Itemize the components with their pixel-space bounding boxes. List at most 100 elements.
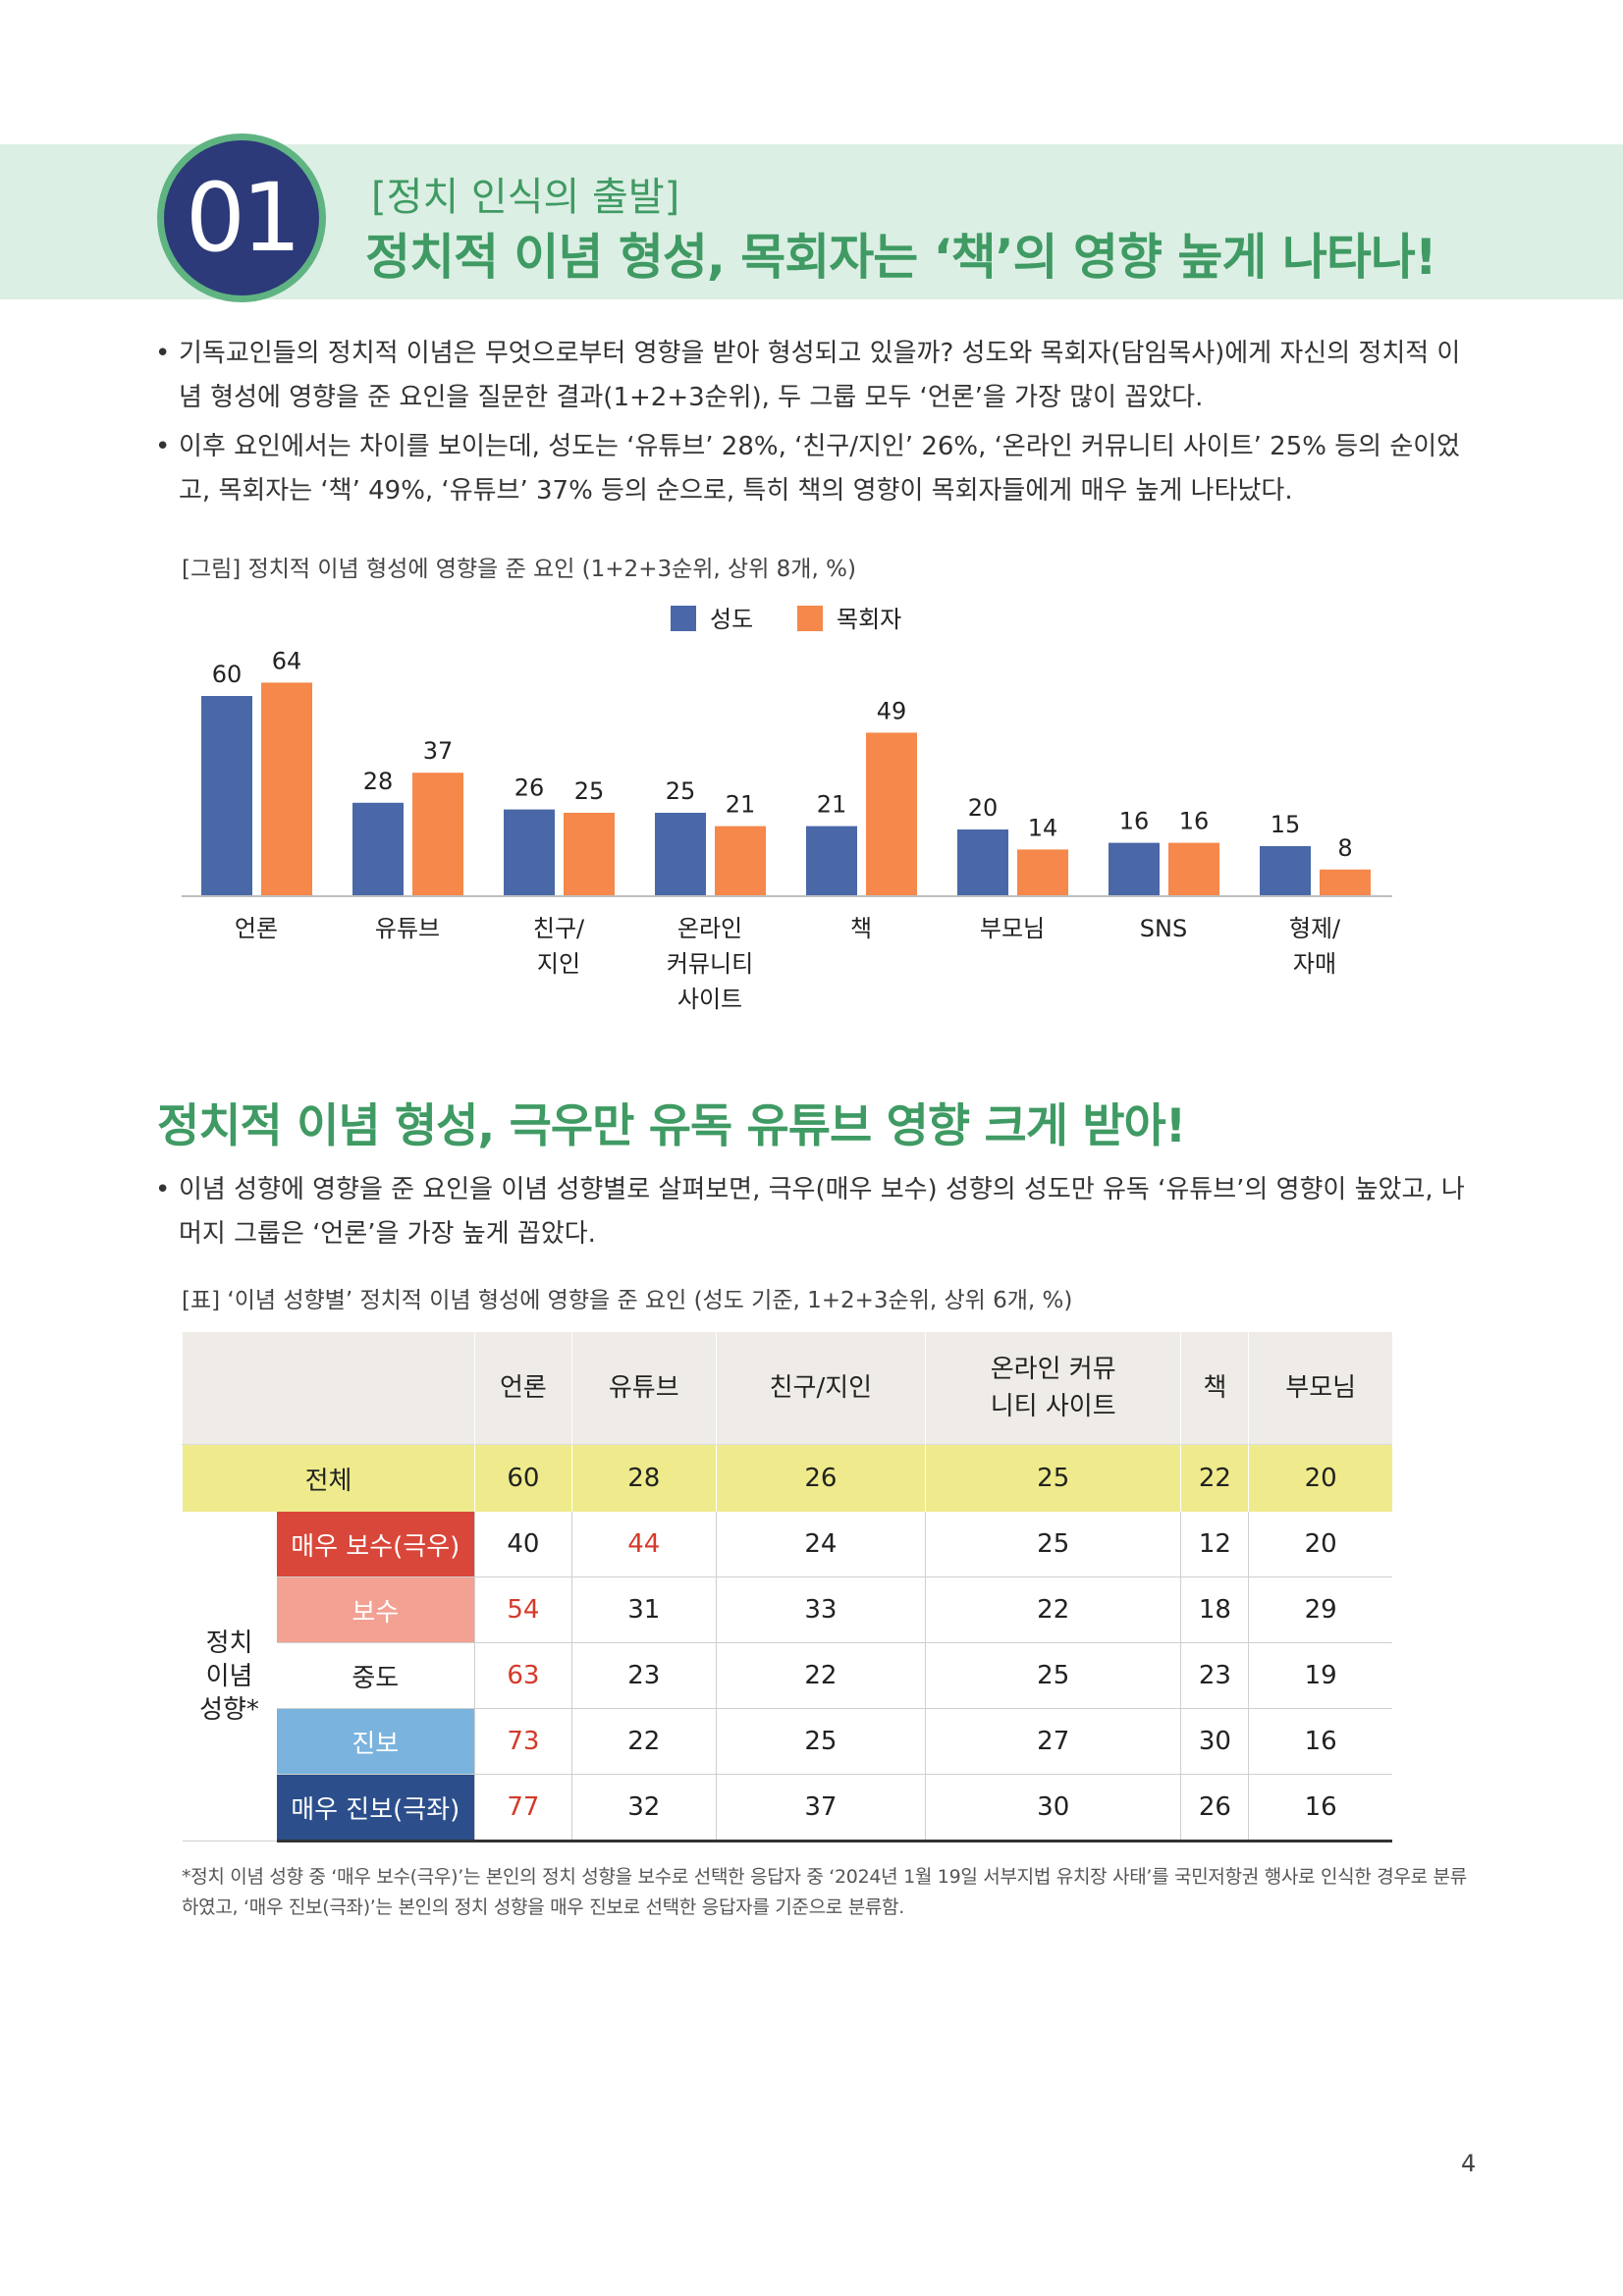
bar [715,826,766,896]
bar [957,829,1008,896]
category-label: 온라인 [677,915,742,942]
table-cell: 23 [570,1642,717,1709]
legend-swatch [797,606,823,631]
table-cell: 22 [1180,1444,1249,1512]
table-cell: 26 [715,1444,926,1512]
section1-bullets: 기독교인들의 정치적 이념은 무엇으로부터 영향을 받아 형성되고 있을까? 성… [147,332,1483,518]
bar [261,682,312,896]
section2-headline: 정치적 이념 형성, 극우만 유독 유튜브 영향 크게 받아! [157,1099,1186,1153]
data-label: 60 [212,661,243,688]
section-number-badge: 01 [157,133,326,302]
table-corner-cell [182,1332,475,1445]
table-header-cell: 부모님 [1248,1332,1392,1445]
legend-label: 목회자 [837,606,901,633]
table-cell: 27 [924,1708,1181,1775]
data-label: 28 [363,768,394,795]
bullet-item: 기독교인들의 정치적 이념은 무엇으로부터 영향을 받아 형성되고 있을까? 성… [147,332,1483,420]
bar [1320,869,1371,896]
table-cell: 73 [474,1708,572,1775]
table-cell: 77 [474,1774,572,1842]
data-label: 26 [514,774,545,802]
table-cell: 25 [924,1512,1181,1577]
section-kicker: [정치 인식의 출발] [371,175,680,220]
bar [201,696,252,896]
bullet-item: 이념 성향에 영향을 준 요인을 이념 성향별로 살펴보면, 극우(매우 보수)… [147,1168,1483,1256]
figure-caption: [그림] 정치적 이념 형성에 영향을 준 요인 (1+2+3순위, 상위 8개… [182,557,856,582]
data-label: 15 [1271,811,1301,838]
data-label: 14 [1028,814,1058,841]
bar [352,802,404,896]
table-cell: 54 [474,1576,572,1643]
data-label: 21 [817,791,847,819]
category-label: 책 [850,915,872,942]
table-cell: 30 [924,1774,1181,1842]
bullet-item: 이후 요인에서는 차이를 보이는데, 성도는 ‘유튜브’ 28%, ‘친구/지인… [147,425,1483,513]
table-cell: 20 [1248,1444,1392,1512]
table-cell: 22 [924,1576,1181,1643]
table-cell: 12 [1180,1512,1249,1577]
row-label: 전체 [182,1444,475,1512]
table-row: 매우 진보(극좌) 77 32 37 30 26 16 [183,1774,1392,1842]
footnote: *정치 이념 성향 중 ‘매우 보수(극우)’는 본인의 정치 성향을 보수로 … [182,1866,1467,1918]
table-cell: 37 [715,1774,926,1842]
category-label: 친구/ [533,915,585,942]
table-cell: 18 [1180,1576,1249,1643]
table-caption: [표] ‘이념 성향별’ 정치적 이념 형성에 영향을 준 요인 (성도 기준,… [182,1288,1073,1313]
table-row: 진보 73 22 25 27 30 16 [183,1708,1392,1775]
page-number: 4 [1461,2150,1477,2177]
table-header-cell: 책 [1180,1332,1249,1445]
table-cell: 20 [1248,1512,1392,1577]
bar-chart: 성도 목회자 60 64 언론 28 37 유튜브 26 25 친구/지인 25 21 온라인커뮤니티사이… [182,606,1392,1013]
category-label: 사이트 [677,986,742,1013]
data-label: 20 [968,794,999,822]
table-row: 보수 54 31 33 22 18 29 [183,1576,1392,1643]
row-label: 중도 [276,1642,475,1709]
table-cell: 29 [1248,1576,1392,1643]
data-label: 49 [877,697,907,724]
table-header-row: 언론 유튜브 친구/지인 온라인 커뮤 니티 사이트 책 부모님 [182,1332,1392,1445]
table-header-cell: 언론 [474,1332,572,1445]
bar [1017,849,1068,896]
category-label: 지인 [537,950,580,978]
table-cell: 25 [715,1708,926,1775]
bar [504,809,555,896]
table-row-total: 전체 60 28 26 25 22 20 [182,1444,1392,1512]
table-cell: 19 [1248,1642,1392,1709]
table-cell: 28 [570,1444,717,1512]
bar [866,732,917,896]
data-label: 16 [1119,808,1150,835]
table-cell: 40 [474,1512,572,1577]
data-label: 25 [666,777,696,805]
table-cell: 26 [1180,1774,1249,1842]
group-label: 정치 이념 성향* [182,1512,277,1842]
row-label: 매우 보수(극우) [276,1512,475,1577]
bar [1109,842,1160,896]
table-cell: 22 [715,1642,926,1709]
table-header-cell: 온라인 커뮤 니티 사이트 [924,1332,1181,1445]
bar [564,813,615,896]
bar [1168,842,1219,896]
table-cell: 32 [570,1774,717,1842]
table-cell: 25 [924,1444,1181,1512]
category-label: 커뮤니티 [667,950,753,978]
table-header-cell: 유튜브 [570,1332,717,1445]
table-cell: 44 [570,1512,717,1577]
table-cell: 24 [715,1512,926,1577]
data-label: 25 [574,777,605,805]
category-label: 형제/ [1289,915,1341,942]
data-label: 21 [726,791,756,819]
row-label: 진보 [276,1708,475,1775]
category-label: 자매 [1293,950,1336,978]
table-cell: 16 [1248,1708,1392,1775]
data-label: 37 [423,737,454,765]
table-cell: 23 [1180,1642,1249,1709]
row-label: 보수 [276,1576,475,1643]
data-label: 8 [1337,834,1352,862]
table-cell: 22 [570,1708,717,1775]
table-cell: 33 [715,1576,926,1643]
table-header-cell: 친구/지인 [715,1332,926,1445]
section-headline: 정치적 이념 형성, 목회자는 ‘책’의 영향 높게 나타나! [365,229,1437,286]
bar [806,826,857,896]
table-row: 정치 이념 성향* 매우 보수(극우) 40 44 24 25 12 20 [182,1512,1392,1842]
row-label: 매우 진보(극좌) [276,1774,475,1842]
